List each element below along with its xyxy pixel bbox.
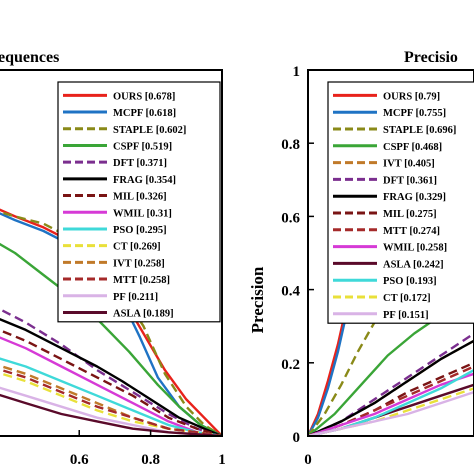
right-series-line-2: [308, 299, 389, 436]
right-legend-label-1: MCPF [0.755]: [383, 108, 446, 119]
left-legend-label-3: CSPF [0.519]: [113, 141, 172, 152]
left-x-tick-label-2: 1: [218, 452, 226, 468]
left-legend-label-4: DFT [0.371]: [113, 158, 167, 169]
left-series-line-4: [0, 307, 222, 436]
left-x-tick-label-1: 0.8: [141, 452, 160, 468]
right-chart-title: Precisio: [404, 49, 458, 66]
left-legend-label-10: IVT [0.258]: [113, 258, 165, 269]
left-legend-label-2: STAPLE [0.602]: [113, 125, 186, 136]
left-chart-title: equences: [0, 49, 59, 66]
right-series-line-13: [308, 390, 474, 436]
right-legend-label-9: WMIL [0.258]: [383, 243, 447, 254]
right-axes-frame: [307, 69, 474, 437]
left-series-line-11: [0, 368, 222, 436]
left-series-line-13: [0, 393, 222, 436]
right-legend-label-2: STAPLE [0.696]: [383, 125, 456, 136]
left-axes-frame: [0, 69, 223, 437]
right-legend-label-4: IVT [0.405]: [383, 159, 435, 170]
left-legend-label-6: MIL [0.326]: [113, 192, 167, 203]
right-series-line-6: [308, 339, 474, 436]
left-legend-label-1: MCPF [0.618]: [113, 108, 176, 119]
right-y-tick-label-3: 0.6: [281, 210, 300, 226]
right-legend-label-8: MTT [0.274]: [383, 226, 440, 237]
left-x-tick-label-0: 0.6: [70, 452, 89, 468]
right-y-tick-label-0: 0: [293, 430, 301, 446]
right-y-tick-label-2: 0.4: [281, 284, 300, 300]
right-legend-label-3: CSPF [0.468]: [383, 142, 442, 153]
left-legend-label-7: WMIL [0.31]: [113, 208, 172, 219]
left-plot-area: 0.6 0.8 1 OURS [0.678] MCPF [0.618] STAPLE [0…: [0, 69, 226, 468]
left-legend-label-12: PF [0.211]: [113, 292, 158, 303]
right-series-line-9: [308, 372, 474, 436]
left-series-line-3: [0, 242, 222, 436]
left-legend-label-13: ASLA [0.189]: [113, 308, 174, 319]
left-legend-label-9: CT [0.269]: [113, 242, 161, 253]
left-legend: OURS [0.678] MCPF [0.618] STAPLE [0.602] CS…: [57, 81, 221, 323]
right-x-tick-label-0: 0: [304, 452, 312, 468]
right-legend-label-10: ASLA [0.242]: [383, 259, 444, 270]
right-legend-label-5: DFT [0.361]: [383, 175, 437, 186]
right-y-axis-label: Precision: [248, 266, 267, 333]
right-y-tick-label-1: 0.2: [281, 357, 300, 373]
right-y-tick-label-4: 0.8: [281, 137, 300, 153]
right-plot-area: 00 0.2 0.4 0.6 0.8 1 OURS [0.79] MCPF [0.755] ST…: [281, 64, 474, 468]
left-series-line-6: [0, 328, 222, 436]
right-legend-label-13: PF [0.151]: [383, 310, 429, 321]
right-legend-label-12: CT [0.172]: [383, 293, 431, 304]
left-legend-label-11: MTT [0.258]: [113, 275, 170, 286]
right-legend: OURS [0.79] MCPF [0.755] STAPLE [0.696] CSP…: [327, 81, 474, 324]
right-legend-label-7: MIL [0.275]: [383, 209, 437, 220]
right-legend-label-6: FRAG [0.329]: [383, 192, 446, 203]
right-y-tick-label-5: 1: [293, 64, 301, 80]
left-legend-label-8: PSO [0.295]: [113, 225, 167, 236]
right-legend-label-11: PSO [0.193]: [383, 276, 437, 287]
right-legend-label-0: OURS [0.79]: [383, 91, 440, 102]
left-legend-label-0: OURS [0.678]: [113, 91, 175, 102]
left-series-line-5: [0, 318, 222, 436]
left-legend-label-5: FRAG [0.354]: [113, 175, 176, 186]
